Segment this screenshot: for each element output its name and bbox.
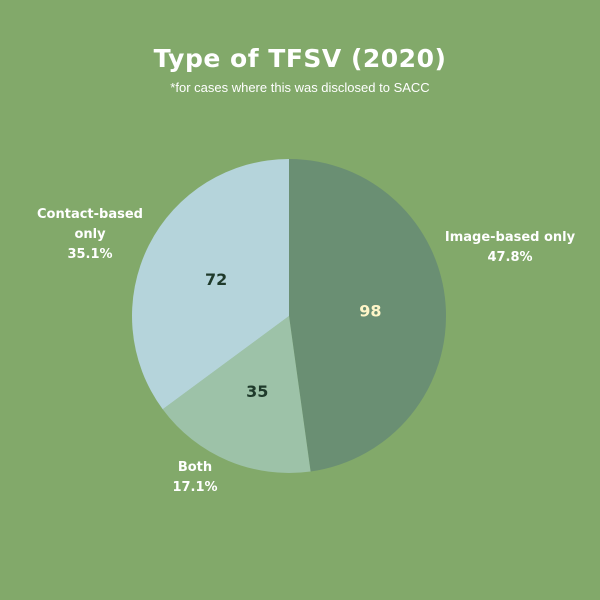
slice-label-contact-percent: 35.1% xyxy=(67,247,113,262)
pie-slice-contact xyxy=(132,159,289,410)
pie-value-contact: 72 xyxy=(205,270,227,289)
slice-label-image: Image-based only 47.8% xyxy=(430,228,590,268)
pie-slice-both xyxy=(162,316,311,474)
slice-label-contact-name-1: Contact-based xyxy=(37,207,143,222)
slice-label-image-percent: 47.8% xyxy=(487,250,533,265)
pie-values: 98 35 72 xyxy=(205,270,382,401)
pie-slices xyxy=(132,159,447,474)
slice-label-contact-name-2: only xyxy=(74,227,106,242)
slice-label-both: Both 17.1% xyxy=(140,458,250,498)
slice-label-image-name: Image-based only xyxy=(444,230,576,245)
chart-subtitle: *for cases where this was disclosed to S… xyxy=(170,80,430,95)
slice-label-both-percent: 17.1% xyxy=(172,480,218,495)
chart-title: Type of TFSV (2020) xyxy=(153,44,447,73)
pie-value-image: 98 xyxy=(359,301,381,320)
pie-value-both: 35 xyxy=(246,382,268,401)
slice-label-contact: Contact-based only 35.1% xyxy=(20,205,160,265)
pie-slice-image xyxy=(289,159,447,472)
slice-label-both-name: Both xyxy=(177,460,213,475)
